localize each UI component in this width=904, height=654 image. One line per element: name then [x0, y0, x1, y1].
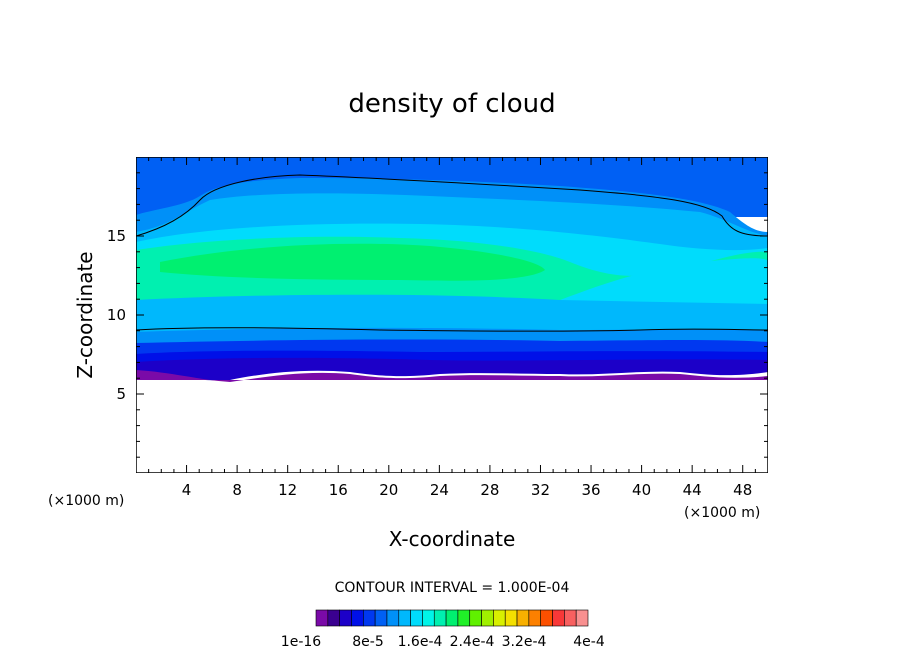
y-axis-label: Z-coordinate	[73, 251, 97, 378]
colorbar-swatch	[528, 609, 541, 627]
colorbar-swatch	[374, 609, 388, 627]
x-tick-label: 44	[683, 481, 702, 499]
x-unit-label-left: (×1000 m)	[48, 493, 124, 509]
colorbar-swatch	[327, 609, 340, 627]
x-tick-label: 28	[480, 481, 499, 499]
colorbar-swatch	[363, 609, 376, 627]
colorbar-label: 4e-4	[573, 634, 605, 650]
x-axis-label: X-coordinate	[389, 527, 516, 551]
colorbar-label: 3.2e-4	[502, 634, 547, 650]
colorbar-label: 1e-16	[281, 634, 321, 650]
colorbar-swatch	[422, 609, 435, 627]
colorbar-swatch	[493, 609, 506, 627]
colorbar-swatch	[552, 609, 565, 627]
x-tick-label: 8	[232, 481, 242, 499]
colorbar-swatch	[445, 609, 459, 627]
x-tick-label: 12	[278, 481, 297, 499]
y-axis: 5 10 15	[107, 172, 768, 458]
colorbar-label: 1.6e-4	[398, 634, 443, 650]
contour-field	[136, 157, 768, 473]
chart-title: density of cloud	[348, 89, 555, 119]
colorbar-swatch	[315, 609, 329, 627]
x-axis: 4 8 12 16 20 24 28 32 36 40 44 48	[148, 157, 756, 499]
colorbar-label: 8e-5	[352, 634, 383, 650]
colorbar-swatch	[481, 609, 494, 627]
contour-interval-text: CONTOUR INTERVAL = 1.000E-04	[335, 580, 570, 596]
x-tick-label: 36	[581, 481, 600, 499]
x-tick-label: 32	[531, 481, 550, 499]
y-tick-label: 10	[107, 306, 126, 324]
y-tick-label: 5	[116, 385, 126, 403]
colorbar-swatch	[410, 609, 423, 627]
colorbar	[315, 609, 589, 627]
colorbar-swatch	[540, 609, 553, 627]
colorbar-label: 2.4e-4	[450, 634, 495, 650]
colorbar-swatch	[386, 609, 400, 627]
colorbar-swatch	[504, 609, 518, 627]
colorbar-labels: 1e-16 8e-5 1.6e-4 2.4e-4 3.2e-4 4e-4	[281, 634, 605, 650]
colorbar-swatch	[351, 609, 364, 627]
x-tick-label: 20	[379, 481, 398, 499]
x-tick-label: 16	[329, 481, 348, 499]
x-tick-label: 48	[733, 481, 752, 499]
colorbar-swatch	[433, 609, 447, 627]
colorbar-swatch	[469, 609, 482, 627]
x-tick-label: 40	[632, 481, 651, 499]
x-tick-label: 24	[430, 481, 449, 499]
colorbar-swatch	[398, 609, 411, 627]
colorbar-swatch	[457, 609, 471, 627]
x-tick-label: 4	[182, 481, 192, 499]
x-unit-label-right: (×1000 m)	[684, 505, 760, 521]
colorbar-swatch	[564, 609, 577, 627]
y-tick-label: 15	[107, 227, 126, 245]
colorbar-swatch	[575, 609, 589, 627]
colorbar-swatch	[516, 609, 530, 627]
colorbar-swatch	[339, 609, 352, 627]
